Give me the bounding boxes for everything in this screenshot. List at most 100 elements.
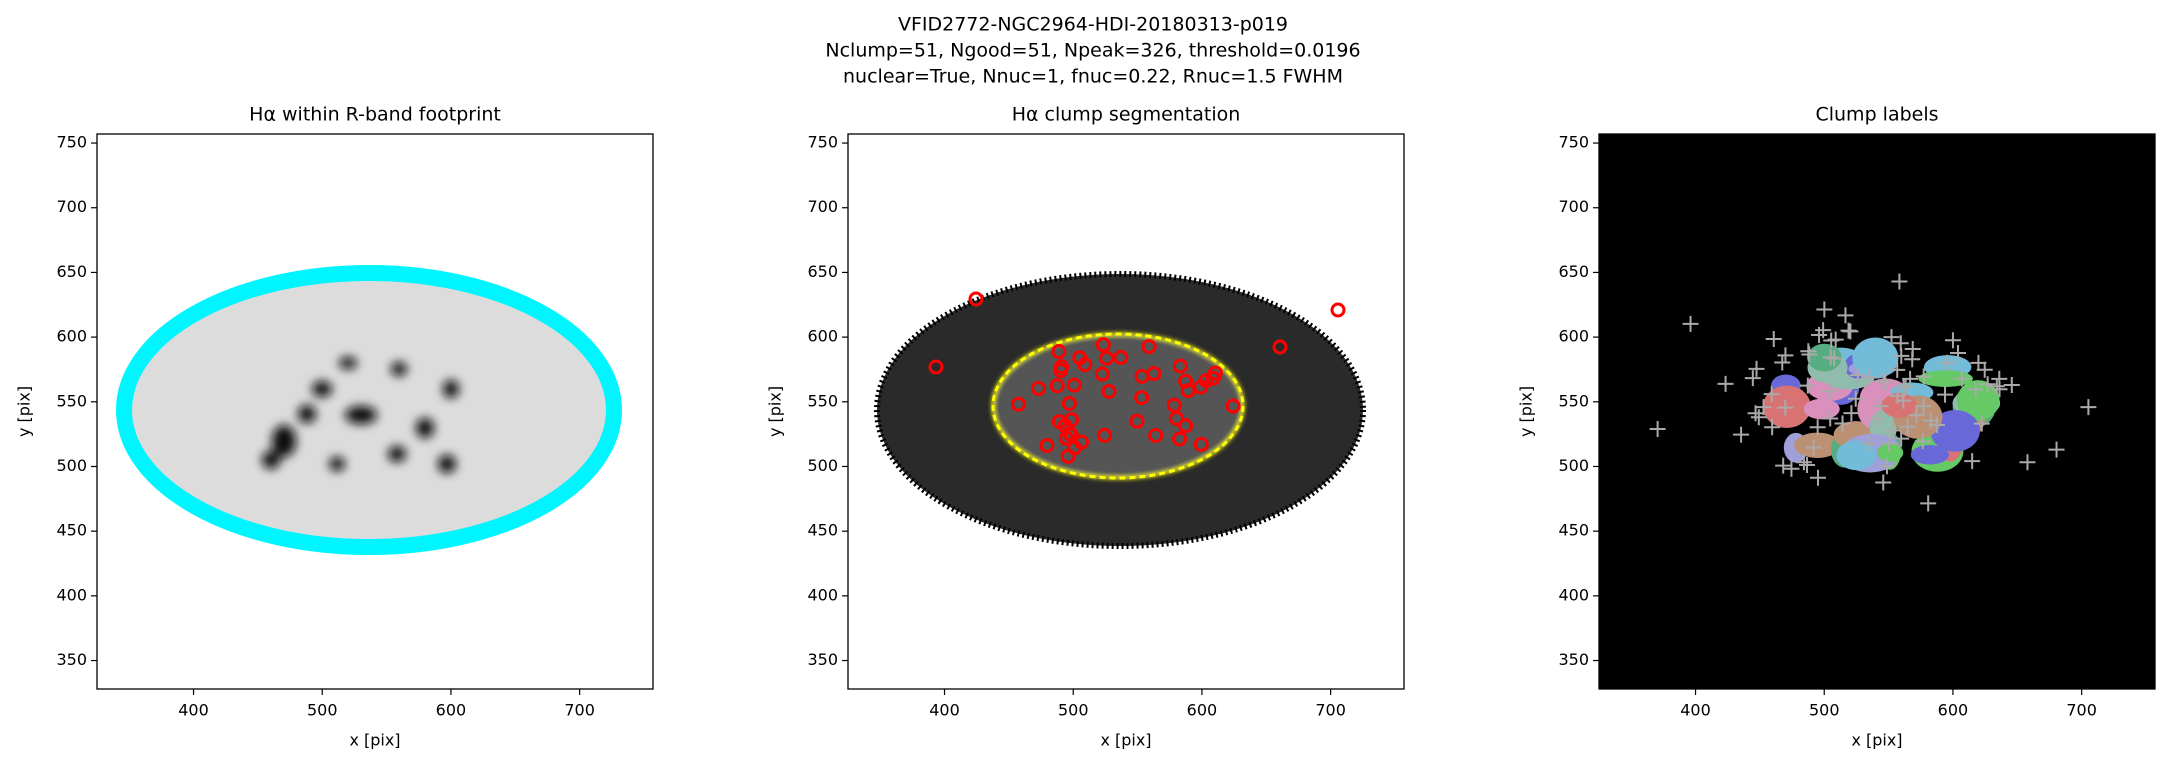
- peak-marker: [1777, 399, 1794, 416]
- axes-frame: [847, 133, 1405, 690]
- y-tick-label: 450: [1558, 521, 1589, 540]
- peak-marker: [1953, 370, 1970, 387]
- peak-marker: [1747, 405, 1764, 422]
- peak-marker: [1877, 373, 1894, 390]
- y-tick-label: 400: [1558, 585, 1589, 604]
- clump-marker: [1074, 434, 1090, 450]
- y-tick-label: 550: [807, 391, 838, 410]
- clump-marker: [1172, 431, 1188, 447]
- clump-label: [1930, 410, 1980, 452]
- clump-label: [1910, 445, 1950, 465]
- y-tick-label: 700: [807, 197, 838, 216]
- peak-marker: [1889, 361, 1906, 378]
- peak-marker: [1783, 460, 1800, 477]
- clump-marker: [1061, 395, 1077, 411]
- axes-frame: [96, 133, 654, 690]
- x-tick-label: 400: [929, 701, 960, 720]
- peak-marker: [1847, 390, 1864, 407]
- peak-marker: [1822, 410, 1839, 427]
- peak-marker: [1800, 343, 1817, 360]
- peak-marker: [1908, 407, 1925, 424]
- peak-marker: [1893, 430, 1910, 447]
- x-tick-label: 600: [1938, 701, 1969, 720]
- peak-marker: [1973, 415, 1990, 432]
- peak-marker: [1764, 419, 1781, 436]
- y-axis-label: y [pix]: [15, 386, 34, 437]
- x-tick-label: 700: [1315, 701, 1346, 720]
- x-axis-label: x [pix]: [349, 731, 400, 750]
- peak-marker: [1967, 381, 1984, 398]
- clump-marker: [1053, 363, 1069, 379]
- peak-marker: [1823, 332, 1840, 349]
- peak-marker: [1979, 376, 1996, 393]
- peak-marker: [1799, 457, 1816, 474]
- x-tick-label: 600: [1187, 701, 1218, 720]
- clump-label: [1956, 380, 2000, 421]
- peak-marker: [1914, 433, 1931, 450]
- peak-marker: [1849, 367, 1866, 384]
- panel: Clump labels x [pix] y [pix] 400 500 600 700 35…: [1517, 104, 2156, 750]
- peak-marker: [1843, 405, 1860, 422]
- peak-marker: [1733, 426, 1750, 443]
- clump-marker: [1180, 383, 1196, 399]
- x-axis-label: x [pix]: [1100, 731, 1151, 750]
- peak-marker: [1915, 368, 1932, 385]
- peak-marker: [1649, 421, 1666, 438]
- peak-marker: [1949, 345, 1966, 362]
- clump-marker: [1146, 366, 1162, 382]
- peak-marker: [1809, 469, 1826, 486]
- peak-marker: [1799, 377, 1816, 394]
- y-tick-label: 500: [56, 456, 87, 475]
- clump-marker: [1095, 337, 1111, 353]
- peak-marker: [1777, 347, 1794, 364]
- clump-marker: [1049, 378, 1065, 394]
- peak-marker: [2019, 454, 2036, 471]
- peak-marker: [1915, 398, 1932, 415]
- x-axis-label: x [pix]: [1851, 731, 1902, 750]
- peak-marker: [2048, 441, 2065, 458]
- peak-marker: [2003, 377, 2020, 394]
- peak-marker: [1920, 495, 1937, 512]
- axes-frame: [1598, 133, 2156, 690]
- clump-marker: [1129, 413, 1145, 429]
- clump-marker: [1066, 377, 1082, 393]
- x-tick-label: 500: [1058, 701, 1089, 720]
- clump-label: [1852, 337, 1899, 379]
- y-tick-label: 450: [807, 521, 838, 540]
- axes-title: Clump labels: [1815, 104, 1938, 126]
- peak-marker: [1891, 273, 1908, 290]
- clump-marker: [1178, 418, 1194, 434]
- clump-marker: [1134, 390, 1150, 406]
- peak-marker: [1878, 458, 1895, 475]
- clump-marker: [1099, 350, 1115, 366]
- peak-marker: [1884, 422, 1901, 439]
- y-axis-label: y [pix]: [766, 386, 785, 437]
- peak-marker: [1682, 315, 1699, 332]
- clump-marker: [1148, 427, 1164, 443]
- clump-marker: [1141, 339, 1157, 355]
- y-tick-label: 650: [1558, 262, 1589, 281]
- clump-marker: [1113, 349, 1129, 365]
- peak-marker: [1815, 322, 1832, 339]
- peak-marker: [1809, 419, 1826, 436]
- image: [1599, 134, 2155, 689]
- clump-marker: [928, 359, 944, 375]
- figure-title: Nclump=51, Ngood=51, Npeak=326, threshol…: [825, 40, 1360, 62]
- panel: Hα clump segmentation x [pix] y [pix] 400 50…: [766, 104, 1405, 750]
- peak-marker: [1895, 392, 1912, 409]
- clump-marker: [1166, 397, 1182, 413]
- peak-marker: [1964, 453, 1981, 470]
- peak-marker: [1744, 370, 1761, 387]
- y-tick-label: 450: [56, 521, 87, 540]
- x-tick-label: 500: [1809, 701, 1840, 720]
- clump-label: [1877, 443, 1904, 462]
- axes-title: Hα clump segmentation: [1012, 104, 1241, 126]
- y-tick-label: 700: [56, 197, 87, 216]
- clump-marker: [1031, 381, 1047, 397]
- y-tick-label: 500: [807, 456, 838, 475]
- y-tick-label: 600: [56, 327, 87, 346]
- x-tick-label: 700: [2066, 701, 2097, 720]
- clump-marker: [1077, 357, 1093, 373]
- clump-marker: [1097, 427, 1113, 443]
